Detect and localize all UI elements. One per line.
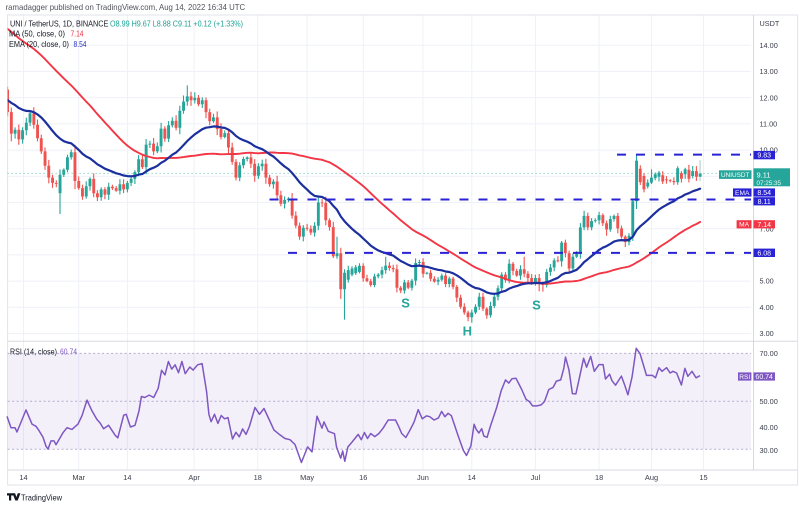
svg-text:Jul: Jul [531, 473, 541, 482]
svg-text:RSI (14, close): RSI (14, close) [10, 348, 57, 357]
svg-text:O8.99 H9.67 L8.88 C9.11 +0.12: O8.99 H9.67 L8.88 C9.11 +0.12 (+1.33%) [110, 19, 243, 28]
svg-text:Apr: Apr [188, 473, 200, 482]
svg-text:7.00: 7.00 [760, 224, 774, 233]
svg-text:11.00: 11.00 [760, 120, 778, 129]
svg-text:8.11: 8.11 [758, 199, 771, 206]
svg-text:Mar: Mar [72, 473, 85, 482]
svg-text:Jun: Jun [417, 473, 429, 482]
svg-text:14: 14 [123, 473, 131, 482]
svg-text:8.54: 8.54 [74, 40, 87, 49]
svg-text:S: S [532, 298, 541, 313]
svg-text:H: H [463, 324, 472, 339]
svg-text:4.00: 4.00 [760, 303, 774, 312]
svg-text:TradingView: TradingView [21, 492, 63, 502]
svg-text:60.74: 60.74 [755, 374, 773, 381]
svg-text:70.00: 70.00 [760, 349, 778, 358]
svg-text:Aug: Aug [645, 473, 658, 482]
svg-text:40.00: 40.00 [760, 423, 778, 432]
svg-text:USDT: USDT [760, 19, 780, 28]
svg-text:30.00: 30.00 [760, 446, 778, 455]
svg-text:UNIUSDT: UNIUSDT [721, 172, 749, 179]
svg-text:15: 15 [699, 473, 707, 482]
svg-text:EMA: EMA [735, 190, 750, 197]
svg-text:07:25:35: 07:25:35 [757, 180, 782, 187]
svg-text:14: 14 [19, 473, 27, 482]
svg-text:18: 18 [254, 473, 262, 482]
svg-text:ramadagger published on Tradin: ramadagger published on TradingView.com,… [6, 3, 246, 12]
svg-text:16: 16 [359, 473, 367, 482]
svg-text:UNI / TetherUS, 1D, BINANCE: UNI / TetherUS, 1D, BINANCE [10, 19, 109, 28]
svg-text:12.00: 12.00 [760, 93, 778, 102]
svg-text:14: 14 [468, 473, 476, 482]
svg-text:6.08: 6.08 [757, 250, 771, 257]
svg-text:18: 18 [595, 473, 603, 482]
svg-text:MA: MA [739, 222, 749, 229]
svg-text:9.83: 9.83 [757, 153, 771, 160]
svg-text:9.11: 9.11 [757, 170, 771, 179]
svg-text:7.14: 7.14 [757, 222, 771, 229]
svg-text:MA (50, close, 0): MA (50, close, 0) [9, 29, 65, 38]
svg-text:60.74: 60.74 [60, 348, 77, 357]
svg-text:EMA (20, close, 0): EMA (20, close, 0) [9, 40, 69, 49]
svg-text:7.14: 7.14 [71, 29, 84, 38]
svg-text:May: May [300, 473, 314, 482]
svg-text:5.00: 5.00 [760, 277, 774, 286]
svg-text:3.00: 3.00 [760, 329, 774, 338]
svg-text:S: S [401, 296, 410, 311]
svg-text:8.54: 8.54 [757, 190, 771, 197]
svg-text:RSI: RSI [739, 374, 750, 381]
svg-text:13.00: 13.00 [760, 67, 778, 76]
svg-text:10.00: 10.00 [760, 146, 778, 155]
svg-text:14.00: 14.00 [760, 41, 778, 50]
svg-text:50.00: 50.00 [760, 397, 778, 406]
